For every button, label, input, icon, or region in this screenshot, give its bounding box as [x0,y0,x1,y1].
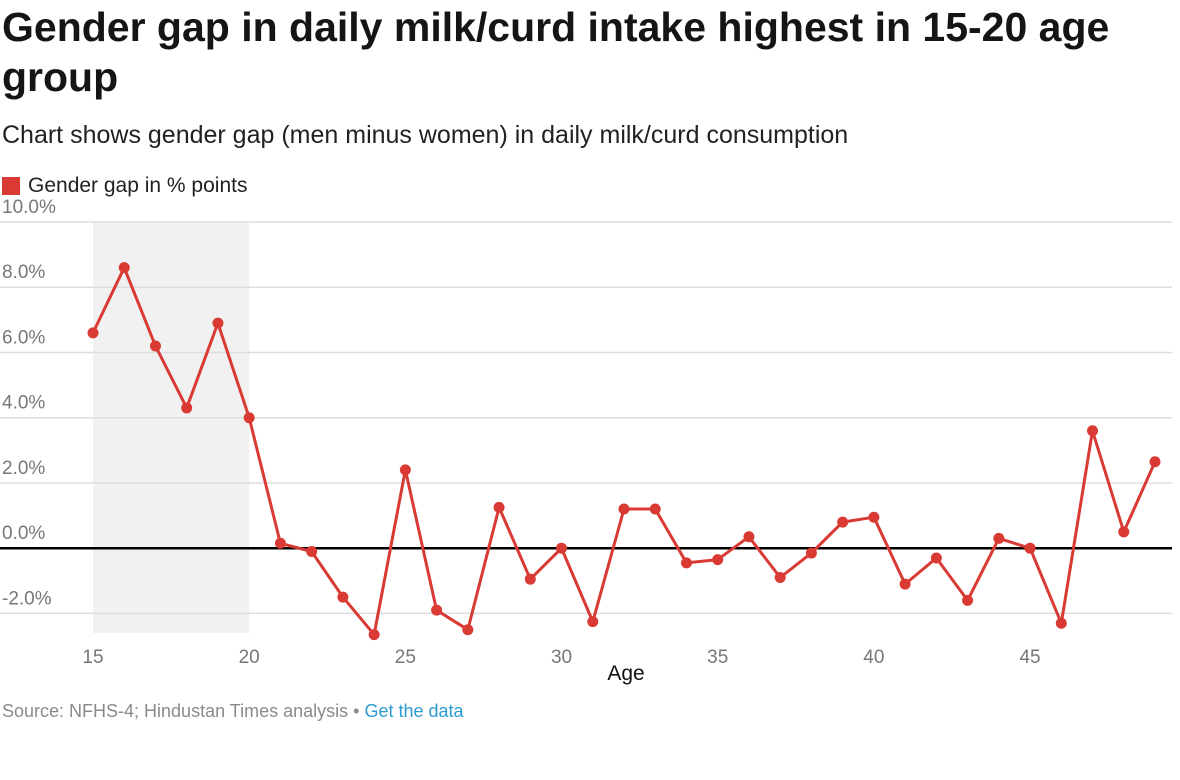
data-point [337,591,349,603]
x-axis-title: Age [607,662,644,685]
gridlines [0,221,1172,615]
data-point [556,542,568,554]
data-point [1118,526,1130,538]
source-separator: • [353,701,360,721]
data-point [1055,617,1067,629]
data-point [649,503,661,515]
data-point [181,402,193,414]
y-tick-label: -2.0% [2,588,52,609]
data-point [274,537,286,549]
data-point [524,573,536,585]
x-tick-label: 45 [1019,647,1040,668]
data-point [493,501,505,513]
data-point [1087,425,1099,437]
data-point [212,317,224,329]
data-point [118,262,130,274]
y-tick-label: 6.0% [2,327,45,348]
y-tick-label: 0.0% [2,523,45,544]
x-tick-label: 25 [395,647,416,668]
data-point [930,552,942,564]
data-point [899,578,911,590]
series-layer [91,266,1157,637]
x-tick-label: 40 [863,647,884,668]
legend-label: Gender gap in % points [28,174,248,197]
data-point [87,327,99,339]
highlight-band-layer [93,222,250,633]
data-point [149,340,161,352]
data-point [462,624,474,636]
data-point [306,545,318,557]
x-tick-label: 35 [707,647,728,668]
data-point [680,557,692,569]
get-the-data-link[interactable]: Get the data [364,701,464,721]
y-tick-label: 10.0% [2,197,56,218]
data-point [993,532,1005,544]
series-line [91,266,1157,637]
x-tick-label: 30 [551,647,572,668]
line-chart: -2.0% 0.0% 2.0% 4.0% 6.0% 8.0% 10.0% 15 20 25 30 3… [0,197,1172,685]
data-point [1149,456,1161,468]
data-point [368,629,380,641]
x-tick-label: 15 [82,647,103,668]
y-tick-label: 8.0% [2,262,45,283]
x-tick-label: 20 [239,647,260,668]
legend: Gender gap in % points [2,174,247,198]
data-point [1024,542,1036,554]
data-point [962,594,974,606]
x-axis-ticks: 15 20 25 30 35 40 45 [82,647,1040,668]
data-point [743,531,755,543]
source-line: Source: NFHS-4; Hindustan Times analysis… [2,701,464,722]
y-axis-ticks: -2.0% 0.0% 2.0% 4.0% 6.0% 8.0% 10.0% [2,197,56,609]
highlight-band [93,222,250,633]
legend-swatch [2,177,20,195]
data-point [868,511,880,523]
data-points [87,262,1161,641]
data-point [587,616,599,628]
data-point [243,412,255,424]
data-point [618,503,630,515]
y-tick-label: 2.0% [2,458,45,479]
chart-title: Gender gap in daily milk/curd intake hig… [2,4,1110,100]
data-point [805,547,817,559]
chart-subtitle: Chart shows gender gap (men minus women)… [2,121,849,149]
y-tick-label: 4.0% [2,393,45,414]
data-point [712,554,724,566]
source-text: Source: NFHS-4; Hindustan Times analysis [2,701,349,721]
data-point [774,572,786,584]
data-point [431,604,443,616]
data-point [837,516,849,528]
data-point [399,464,411,476]
